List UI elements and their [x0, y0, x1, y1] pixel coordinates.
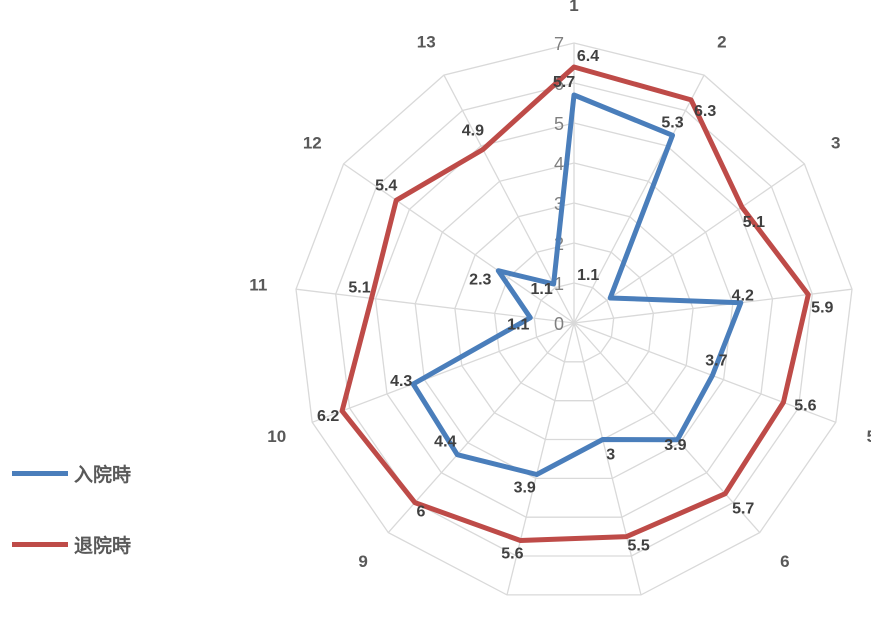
- legend-swatch-discharge: [12, 541, 68, 547]
- category-label-12: 12: [303, 133, 322, 152]
- radar-series: [339, 64, 811, 543]
- grid-ring-3: [454, 202, 694, 441]
- data-label-admission-7: 3: [606, 447, 615, 464]
- grid-spoke-5: [573, 322, 837, 423]
- tick-label-5: 5: [554, 114, 564, 134]
- data-label-discharge-7: 5.5: [627, 538, 649, 555]
- category-label-13: 13: [417, 32, 436, 51]
- tick-label-4: 4: [554, 154, 564, 174]
- data-label-discharge-11: 5.1: [348, 279, 370, 296]
- data-label-discharge-5: 5.6: [794, 397, 816, 414]
- grid-spoke-2: [573, 74, 705, 324]
- data-label-admission-10: 4.3: [390, 373, 412, 390]
- data-label-discharge-3: 5.1: [743, 214, 765, 231]
- tick-label-1: 1: [554, 274, 564, 294]
- legend-label-admission: 入院時: [74, 463, 132, 486]
- data-label-admission-3: 1.1: [577, 267, 599, 284]
- data-label-admission-13: 1.1: [530, 281, 552, 298]
- data-label-discharge-9: 6: [416, 504, 425, 521]
- data-label-admission-12: 2.3: [469, 272, 491, 289]
- legend-item-discharge: 退院時: [12, 526, 131, 562]
- data-label-admission-11: 1.1: [507, 317, 529, 334]
- data-label-admission-8: 3.9: [514, 480, 536, 497]
- category-label-1: 1: [569, 0, 578, 15]
- category-label-11: 11: [249, 276, 267, 295]
- category-label-10: 10: [267, 427, 286, 446]
- grid-spoke-12: [343, 163, 575, 324]
- data-label-admission-1: 5.7: [553, 74, 575, 91]
- grid-ring-6: [335, 82, 813, 557]
- data-label-admission-5: 3.7: [705, 353, 727, 370]
- data-label-discharge-1: 6.4: [577, 48, 599, 65]
- grid-spoke-7: [573, 322, 642, 596]
- data-label-admission-9: 4.4: [434, 434, 456, 451]
- data-label-discharge-4: 5.9: [811, 300, 833, 317]
- legend-label-discharge: 退院時: [74, 534, 132, 557]
- data-label-discharge-8: 5.6: [501, 546, 523, 563]
- grid-spoke-6: [573, 322, 761, 534]
- grid-spoke-9: [387, 322, 575, 534]
- data-label-discharge-13: 4.9: [462, 123, 484, 140]
- data-label-discharge-12: 5.4: [375, 177, 397, 194]
- tick-label-0: 0: [554, 314, 564, 334]
- grid-ring-5: [374, 122, 774, 518]
- data-label-discharge-10: 6.2: [317, 408, 339, 425]
- category-labels: 12345678910111213: [249, 0, 871, 571]
- grid-ring-7: [295, 42, 853, 596]
- grid-spoke-10: [311, 322, 575, 423]
- category-label-6: 6: [780, 552, 789, 571]
- category-label-5: 5: [867, 427, 871, 446]
- tick-label-7: 7: [554, 34, 564, 54]
- category-label-9: 9: [358, 552, 367, 571]
- data-label-discharge-6: 5.7: [732, 501, 754, 518]
- data-label-admission-2: 5.3: [661, 114, 683, 131]
- data-label-discharge-2: 6.3: [694, 103, 716, 120]
- grid-spoke-8: [506, 322, 575, 596]
- legend-swatch-admission: [12, 470, 68, 476]
- category-label-2: 2: [717, 32, 726, 51]
- radar-grid: [295, 42, 853, 596]
- series-line-discharge: [339, 64, 811, 543]
- legend: 入院時 退院時: [12, 455, 131, 597]
- series-line-admission: [410, 92, 744, 477]
- data-label-admission-6: 3.9: [664, 437, 686, 454]
- data-label-admission-4: 4.2: [732, 288, 754, 305]
- tick-label-6: 6: [554, 74, 564, 94]
- grid-ring-1: [533, 282, 615, 363]
- legend-item-admission: 入院時: [12, 455, 131, 491]
- category-label-3: 3: [831, 133, 840, 152]
- data-labels: 5.7 5.3 1.1 4.2 3.7 3.9 3 3.9 4.4 4.3 1.1 2.3 1.1 6.4…: [317, 48, 834, 563]
- tick-label-3: 3: [554, 194, 564, 214]
- grid-ring-4: [414, 162, 734, 480]
